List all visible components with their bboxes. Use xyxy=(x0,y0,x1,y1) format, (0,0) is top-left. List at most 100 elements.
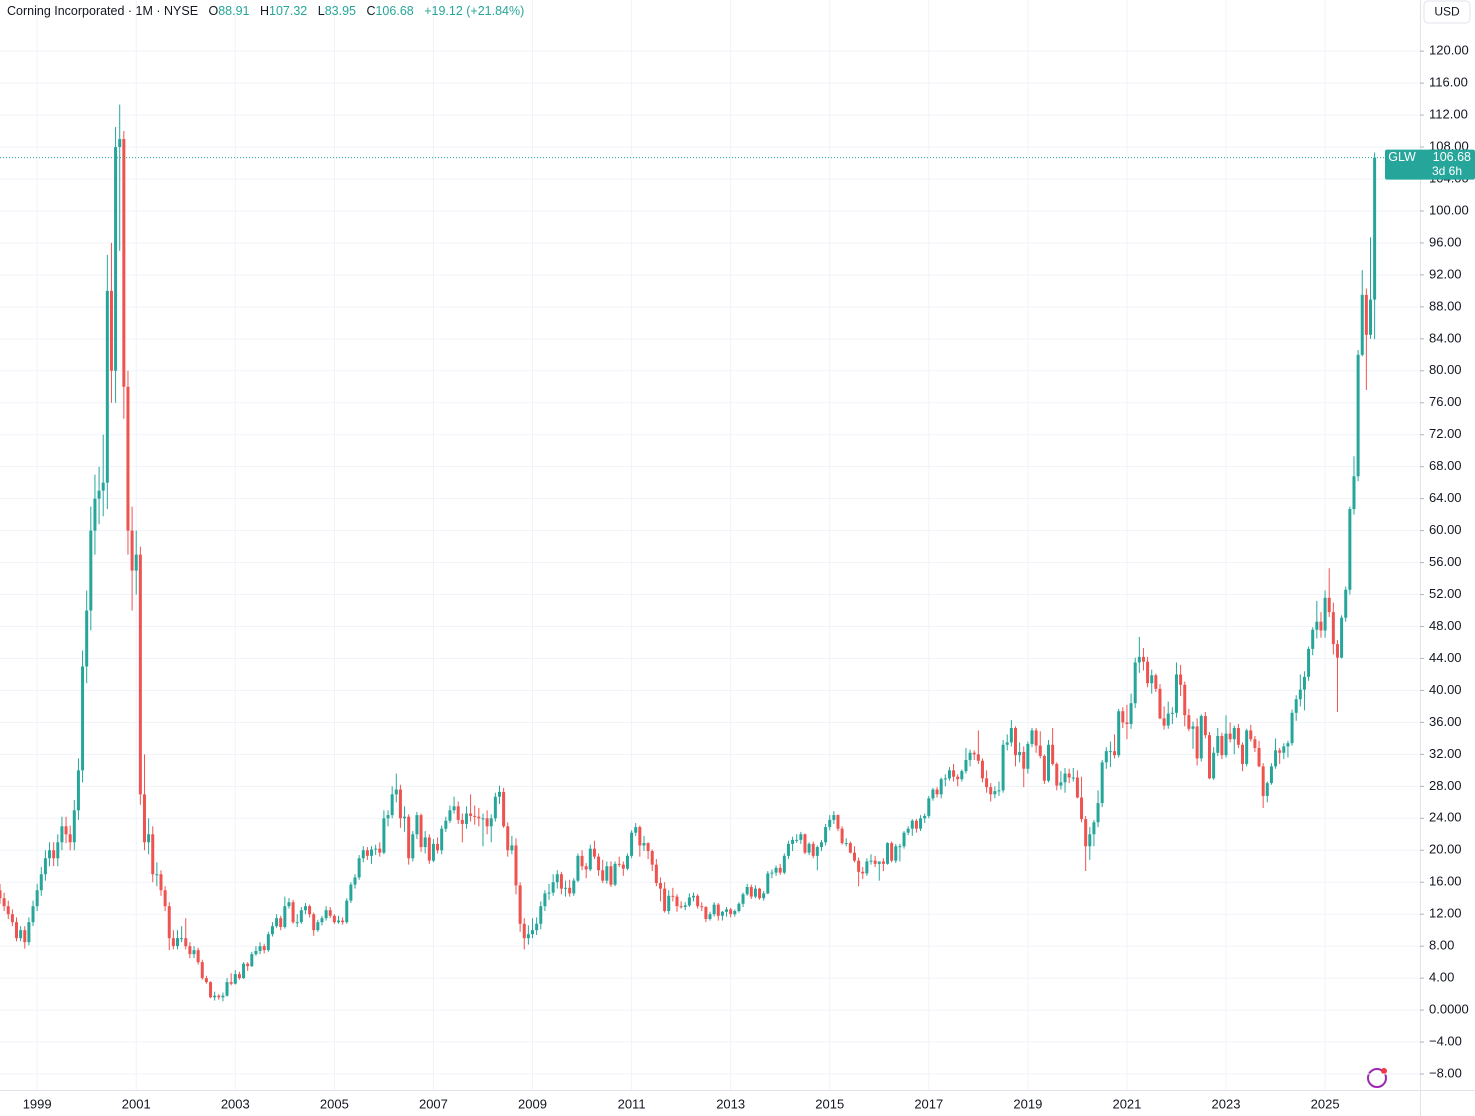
candle-body xyxy=(1203,716,1207,736)
candle-body xyxy=(725,909,729,912)
candle-body xyxy=(1344,589,1348,618)
candle-body xyxy=(101,482,105,491)
candle-body xyxy=(972,752,976,755)
y-tick-label: 16.00 xyxy=(1429,874,1462,889)
y-tick-label: −4.00 xyxy=(1429,1033,1462,1048)
change-label: +19.12 (+21.84%) xyxy=(424,4,525,18)
candle-body xyxy=(580,855,584,867)
candle-body xyxy=(873,860,877,864)
candle-body xyxy=(328,910,332,916)
candle-body xyxy=(64,826,68,835)
candle-body xyxy=(1298,689,1302,700)
x-tick-label: 2015 xyxy=(815,1096,844,1111)
candle-body xyxy=(584,866,588,870)
candle-body xyxy=(671,895,675,897)
candle-body xyxy=(914,820,918,829)
candle-body xyxy=(1195,726,1199,759)
candle-body xyxy=(1092,822,1096,835)
candle-body xyxy=(568,887,572,894)
candle-body xyxy=(353,877,357,885)
candle-body xyxy=(1331,612,1335,645)
candle-body xyxy=(1022,751,1026,769)
candle-body xyxy=(877,861,881,864)
candle-body xyxy=(324,910,328,919)
ohlc-key: O xyxy=(208,4,219,18)
candle-body xyxy=(1108,751,1112,753)
candle-body xyxy=(1212,752,1216,779)
y-tick-label: 24.00 xyxy=(1429,810,1462,825)
candle-body xyxy=(316,922,320,931)
candle-body xyxy=(658,883,662,889)
candle-body xyxy=(246,963,250,967)
candle-body xyxy=(464,813,468,824)
candle-body xyxy=(522,923,526,939)
y-tick-label: 4.00 xyxy=(1429,970,1454,985)
candle-body xyxy=(881,861,885,864)
candle-body xyxy=(225,982,229,996)
candle-body xyxy=(43,858,47,875)
x-tick-label: 2021 xyxy=(1112,1096,1141,1111)
candle-body xyxy=(114,147,118,371)
x-tick-label: 1999 xyxy=(23,1096,52,1111)
candle-body xyxy=(1315,621,1319,630)
candle-body xyxy=(646,843,650,852)
candle-body xyxy=(605,866,609,881)
candle-body xyxy=(1174,674,1178,713)
candle-body xyxy=(712,904,716,915)
candle-body xyxy=(1274,750,1278,767)
candle-body xyxy=(1187,715,1191,729)
candle-body xyxy=(138,554,142,795)
candle-body xyxy=(497,791,501,797)
candle-body xyxy=(555,874,559,883)
logo[interactable] xyxy=(1367,1068,1387,1088)
candle-body xyxy=(1352,476,1356,510)
candle-body xyxy=(782,855,786,873)
candle-body xyxy=(382,818,386,853)
candle-body xyxy=(1129,703,1133,725)
candle-body xyxy=(1030,730,1034,744)
candle-body xyxy=(1047,744,1051,781)
ohlc-value: 107.32 xyxy=(269,4,308,18)
candle-body xyxy=(947,770,951,779)
candle-body xyxy=(97,490,101,499)
candle-body xyxy=(654,864,658,884)
candle-body xyxy=(985,778,989,788)
candle-body xyxy=(477,816,481,819)
candle-body xyxy=(1216,735,1220,753)
candle-body xyxy=(213,995,217,998)
candle-body xyxy=(130,530,134,571)
y-tick-label: 112.00 xyxy=(1429,107,1468,122)
candle-body xyxy=(1096,803,1100,823)
candle-body xyxy=(1290,712,1294,744)
candle-body xyxy=(1307,648,1311,677)
candle-body xyxy=(229,982,233,984)
y-tick-label: 100.00 xyxy=(1429,202,1469,217)
candle-body xyxy=(737,903,741,911)
candle-body xyxy=(349,884,353,901)
candle-body xyxy=(1199,716,1203,759)
candle-body xyxy=(1236,727,1240,745)
candle-body xyxy=(638,827,642,846)
candle-body xyxy=(799,834,803,840)
candle-body xyxy=(56,842,60,859)
x-tick-label: 2001 xyxy=(122,1096,151,1111)
candle-body xyxy=(741,894,745,904)
candle-body xyxy=(770,872,774,874)
candle-body xyxy=(155,874,159,876)
candle-body xyxy=(184,938,188,947)
candle-body xyxy=(1034,730,1038,746)
candle-body xyxy=(147,834,151,843)
candle-body xyxy=(1125,722,1129,725)
candle-body xyxy=(320,918,324,923)
candle-body xyxy=(444,820,448,829)
candle-body xyxy=(1261,766,1265,796)
candle-body xyxy=(1009,727,1013,743)
candle-body xyxy=(440,828,444,851)
candle-body xyxy=(118,139,122,148)
candle-body xyxy=(766,873,770,894)
candle-body xyxy=(1141,656,1145,662)
currency-button[interactable] xyxy=(1423,0,1471,24)
candle-body xyxy=(1249,730,1253,740)
candle-body xyxy=(403,816,407,819)
candle-body xyxy=(1154,675,1158,689)
